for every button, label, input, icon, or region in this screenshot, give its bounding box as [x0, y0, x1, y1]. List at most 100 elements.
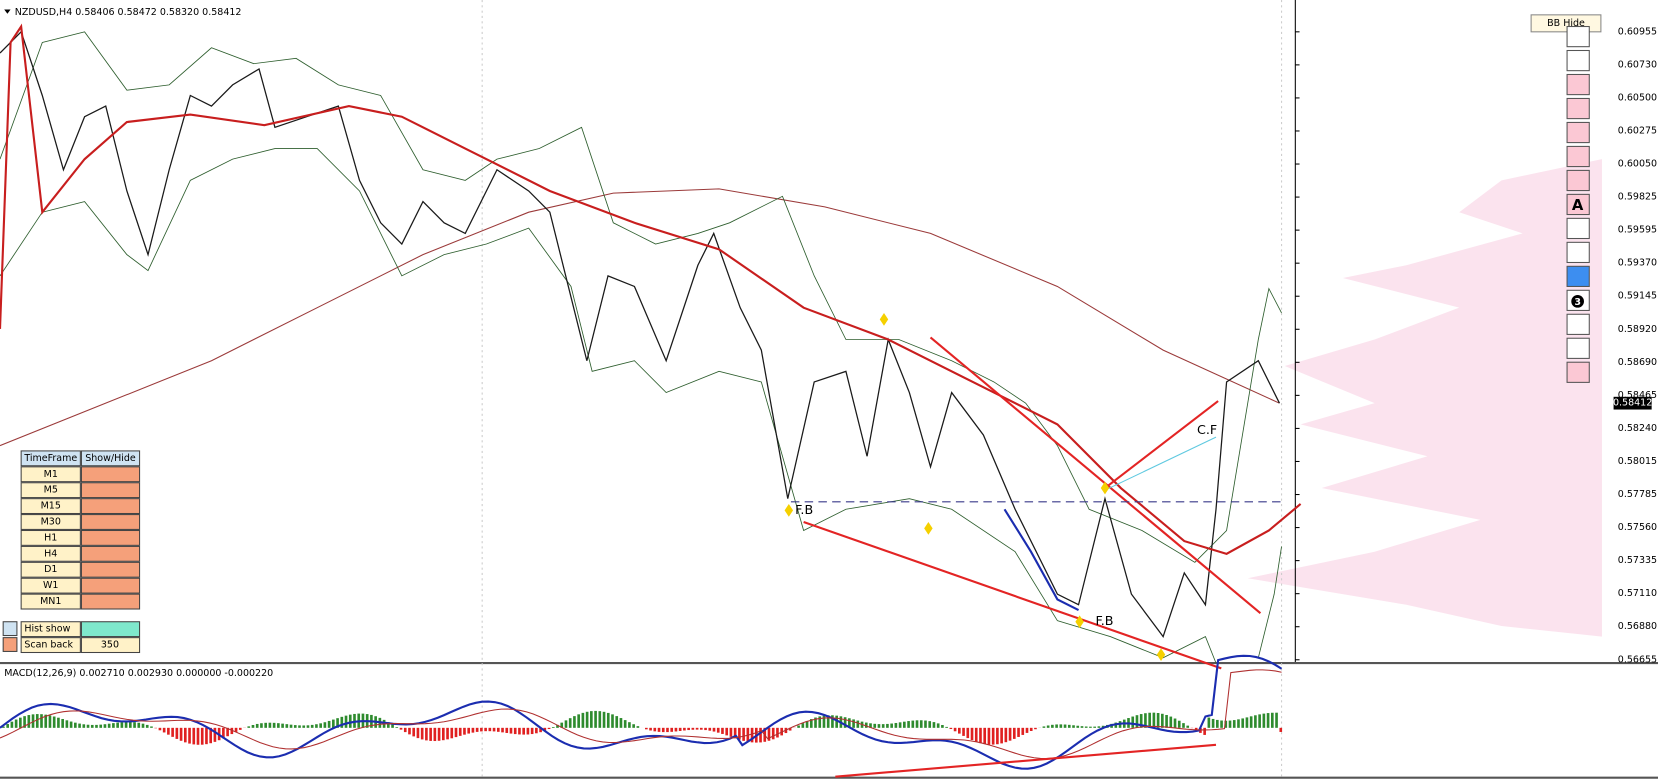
macd-bar	[6, 724, 9, 728]
timeframe-cell[interactable]	[20, 545, 81, 562]
toggle-cell[interactable]	[80, 482, 141, 499]
timeframe-cell[interactable]	[20, 482, 81, 499]
toolbar-button[interactable]	[1566, 121, 1590, 144]
macd-bar	[1232, 720, 1236, 728]
macd-bar	[52, 716, 56, 728]
toolbar-button[interactable]	[1566, 73, 1590, 96]
toolbar-button[interactable]	[1566, 265, 1590, 287]
macd-bar	[881, 724, 885, 728]
cf-line	[1104, 436, 1217, 491]
toolbar-button[interactable]	[1566, 25, 1590, 48]
macd-bar	[666, 727, 669, 733]
toolbar-button[interactable]	[1566, 193, 1590, 216]
price-label: 0.60955	[1618, 26, 1657, 37]
timeframe-cell[interactable]	[20, 577, 81, 594]
timeframe-cell[interactable]	[20, 466, 81, 483]
macd-bar	[822, 715, 826, 728]
toolbar-button[interactable]	[1566, 97, 1590, 120]
bb-hide-label[interactable]: BB Hide	[1547, 18, 1585, 29]
macd-bar	[200, 727, 204, 745]
long-moving-average	[0, 188, 1280, 447]
toolbar-button[interactable]	[1566, 313, 1590, 335]
macd-bar	[1063, 724, 1067, 728]
toolbar-button[interactable]	[1566, 169, 1590, 192]
timeframe-cell[interactable]	[20, 561, 81, 578]
scan-icon[interactable]	[2, 637, 18, 652]
macd-bar	[518, 727, 521, 735]
macd-bar	[928, 721, 932, 728]
macd-bar	[801, 723, 805, 728]
macd-bar	[348, 714, 352, 728]
timeframe-label: M30	[41, 516, 61, 527]
macd-bar	[970, 727, 974, 741]
macd-bar	[661, 727, 665, 733]
timeframe-cell[interactable]	[20, 593, 81, 610]
hist-toggle[interactable]	[80, 621, 141, 638]
macd-bar	[581, 712, 585, 728]
timeframe-cell[interactable]	[20, 514, 81, 530]
macd-bar	[403, 727, 407, 733]
macd-bar	[1262, 713, 1266, 728]
hist-icon[interactable]	[2, 621, 18, 637]
hist-show-cell	[20, 621, 81, 638]
macd-bar	[590, 711, 593, 728]
timeframe-cell[interactable]	[20, 529, 81, 546]
macd-bar	[674, 727, 678, 732]
macd-bar	[1249, 716, 1253, 728]
macd-bar	[505, 727, 509, 733]
macd-bar	[1055, 724, 1058, 728]
toggle-cell[interactable]	[80, 466, 141, 483]
toolbar-button[interactable]	[1566, 145, 1590, 168]
price-label: 0.60730	[1618, 59, 1657, 70]
macd-bar	[196, 727, 200, 745]
macd-bar	[1008, 727, 1012, 741]
macd-bar	[809, 719, 813, 728]
toggle-cell[interactable]	[80, 593, 141, 610]
macd-bar	[991, 727, 995, 745]
scan-back-label: Scan back	[24, 640, 73, 651]
macd-bar	[179, 727, 183, 741]
toolbar-button[interactable]	[1566, 337, 1590, 359]
macd-bar	[1266, 713, 1270, 728]
text-tool[interactable]: A	[1572, 197, 1584, 214]
toggle-cell[interactable]	[80, 498, 141, 515]
macd-bar	[911, 720, 915, 728]
price-label: 0.58690	[1618, 357, 1657, 368]
timeframe-label: M5	[44, 485, 58, 496]
macd-bar	[1203, 727, 1206, 735]
macd-bar	[14, 719, 18, 728]
toggle-cell[interactable]	[80, 545, 141, 562]
toggle-cell[interactable]	[80, 577, 141, 594]
macd-bar	[285, 724, 289, 728]
macd-bar	[949, 727, 953, 730]
macd-bar	[1089, 726, 1092, 728]
macd-bar	[1254, 715, 1257, 728]
macd-bar	[488, 727, 492, 732]
macd-bar	[585, 711, 589, 728]
toolbar-button[interactable]	[1566, 49, 1590, 72]
current-price: 0.58412	[1613, 398, 1652, 409]
number-tool[interactable]: 3	[1574, 297, 1581, 308]
toggle-cell[interactable]	[80, 561, 141, 578]
toggle-cell[interactable]	[80, 529, 141, 546]
macd-bar	[48, 715, 52, 728]
macd-bar	[509, 727, 513, 734]
toolbar-button[interactable]	[1566, 241, 1590, 264]
scan-back-input[interactable]	[80, 637, 141, 654]
macd-bar	[1194, 727, 1198, 731]
macd-bar	[1084, 726, 1088, 728]
timeframe-cell[interactable]	[20, 498, 81, 515]
macd-bar	[302, 725, 306, 728]
macd-bar	[399, 727, 403, 730]
toolbar-button[interactable]	[1566, 217, 1590, 240]
macd-bar	[856, 720, 860, 728]
price-label: 0.60275	[1618, 125, 1657, 136]
macd-bar	[725, 727, 729, 736]
toggle-cell[interactable]	[80, 514, 141, 530]
toolbar-button[interactable]	[1566, 361, 1590, 383]
macd-bar	[953, 727, 957, 732]
macd-bar	[112, 723, 115, 728]
macd-bar	[750, 727, 754, 743]
macd-bar	[1034, 727, 1037, 730]
